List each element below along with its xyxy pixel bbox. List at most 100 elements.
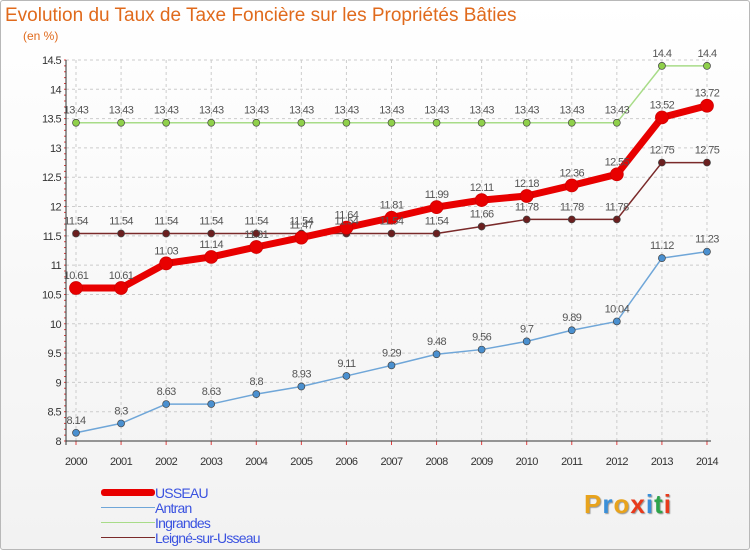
data-label-antran: 9.48 (427, 336, 446, 348)
data-label-leign-sur-usseau: 11.66 (470, 208, 494, 220)
legend-item-leigne-sur-usseau: Leigné-sur-Usseau (101, 530, 260, 546)
legend-label-ingrandes: Ingrandes (155, 514, 211, 531)
x-tick-label: 2003 (200, 456, 223, 468)
data-point-usseau (204, 250, 219, 264)
x-tick-label: 2012 (606, 456, 629, 468)
data-label-ingrandes: 13.43 (605, 105, 630, 117)
data-label-ingrandes: 14.4 (697, 48, 716, 60)
chart-legend: USSEAU Antran Ingrandes Leigné-sur-Ussea… (101, 484, 260, 546)
data-label-antran: 8.3 (114, 405, 128, 417)
data-point-leign-sur-usseau (477, 222, 486, 231)
data-label-leign-sur-usseau: 12.75 (695, 145, 720, 157)
y-tick-label: 8 (55, 436, 61, 448)
data-point-ingrandes (207, 118, 216, 127)
data-label-usseau: 10.61 (109, 270, 134, 282)
legend-item-antran: Antran (101, 499, 260, 516)
data-point-antran (207, 400, 216, 408)
data-label-leign-sur-usseau: 11.54 (244, 216, 268, 228)
data-point-ingrandes (117, 118, 125, 127)
x-tick-label: 2009 (471, 456, 494, 468)
data-point-ingrandes (252, 118, 261, 127)
legend-label-antran: Antran (155, 499, 192, 516)
data-point-leign-sur-usseau (387, 229, 396, 238)
data-point-antran (567, 326, 576, 335)
data-point-ingrandes (432, 118, 441, 127)
x-tick-label: 2008 (426, 456, 449, 468)
data-label-usseau: 11.03 (154, 245, 178, 257)
data-point-ingrandes (72, 118, 80, 127)
data-point-usseau (159, 256, 173, 271)
data-label-ingrandes: 13.43 (199, 105, 224, 117)
legend-label-usseau: USSEAU (155, 484, 209, 501)
data-label-ingrandes: 13.43 (109, 105, 134, 117)
data-point-leign-sur-usseau (207, 229, 216, 238)
y-tick-label: 8.5 (48, 407, 62, 419)
y-tick-label: 10 (50, 319, 62, 331)
data-label-usseau: 11.47 (289, 220, 313, 232)
data-point-ingrandes (658, 62, 666, 70)
data-label-leign-sur-usseau: 11.78 (605, 201, 629, 213)
data-label-usseau: 12.18 (514, 178, 539, 190)
data-point-usseau (114, 281, 128, 295)
data-point-usseau (429, 200, 444, 214)
data-label-usseau: 11.14 (199, 239, 223, 251)
y-tick-label: 9.5 (48, 348, 62, 360)
y-tick-label: 13.5 (42, 114, 61, 126)
data-point-antran (432, 350, 441, 359)
data-point-ingrandes (703, 62, 711, 70)
data-point-usseau (655, 110, 669, 125)
data-point-antran (117, 419, 125, 428)
data-point-antran (342, 372, 351, 380)
data-label-antran: 9.29 (382, 347, 401, 359)
data-label-usseau: 12.11 (470, 182, 494, 194)
legend-item-usseau: USSEAU (101, 484, 260, 501)
data-label-usseau: 11.31 (244, 229, 268, 241)
data-point-antran (162, 400, 170, 408)
data-label-usseau: 12.36 (560, 167, 585, 179)
data-label-ingrandes: 13.43 (64, 105, 89, 117)
data-label-antran: 9.7 (520, 323, 534, 335)
data-label-antran: 11.23 (695, 234, 719, 246)
chart-title: Evolution du Taux de Taxe Foncière sur l… (5, 5, 517, 26)
data-label-antran: 11.12 (650, 240, 674, 252)
data-label-ingrandes: 14.4 (652, 48, 671, 60)
legend-swatch-ingrandes (101, 521, 155, 524)
data-point-leign-sur-usseau (72, 229, 80, 238)
data-label-leign-sur-usseau: 11.54 (64, 216, 88, 228)
data-point-antran (477, 345, 486, 354)
data-point-ingrandes (477, 118, 486, 127)
data-point-antran (612, 317, 621, 326)
data-label-usseau: 12.55 (605, 156, 630, 168)
data-label-usseau: 13.72 (695, 88, 720, 100)
legend-swatch-usseau (101, 489, 155, 496)
data-point-usseau (249, 240, 264, 254)
chart-unit-label: (en %) (23, 29, 59, 43)
data-label-ingrandes: 13.43 (379, 105, 404, 117)
data-label-leign-sur-usseau: 11.54 (199, 216, 223, 228)
data-label-antran: 10.04 (605, 303, 630, 315)
data-point-ingrandes (387, 118, 396, 127)
data-point-ingrandes (522, 118, 531, 127)
data-point-usseau (384, 210, 399, 225)
data-label-leign-sur-usseau: 12.75 (650, 145, 675, 157)
y-tick-label: 11 (51, 260, 62, 272)
data-label-ingrandes: 13.43 (424, 105, 449, 117)
data-label-ingrandes: 13.43 (289, 105, 314, 117)
data-label-leign-sur-usseau: 11.78 (560, 201, 584, 213)
legend-swatch-leigne-sur-usseau (101, 536, 155, 539)
data-point-antran (252, 390, 261, 398)
data-label-ingrandes: 13.43 (244, 105, 269, 117)
data-label-leign-sur-usseau: 11.54 (335, 216, 359, 228)
data-point-usseau (564, 178, 579, 193)
data-point-usseau (294, 230, 309, 245)
data-point-leign-sur-usseau (162, 229, 170, 238)
data-point-usseau (519, 189, 534, 203)
data-point-leign-sur-usseau (703, 158, 711, 167)
data-label-antran: 8.63 (157, 386, 176, 398)
data-point-antran (387, 361, 396, 370)
x-tick-label: 2002 (155, 456, 178, 468)
data-point-leign-sur-usseau (117, 229, 125, 238)
data-label-ingrandes: 13.43 (469, 105, 494, 117)
data-point-usseau (700, 98, 714, 113)
